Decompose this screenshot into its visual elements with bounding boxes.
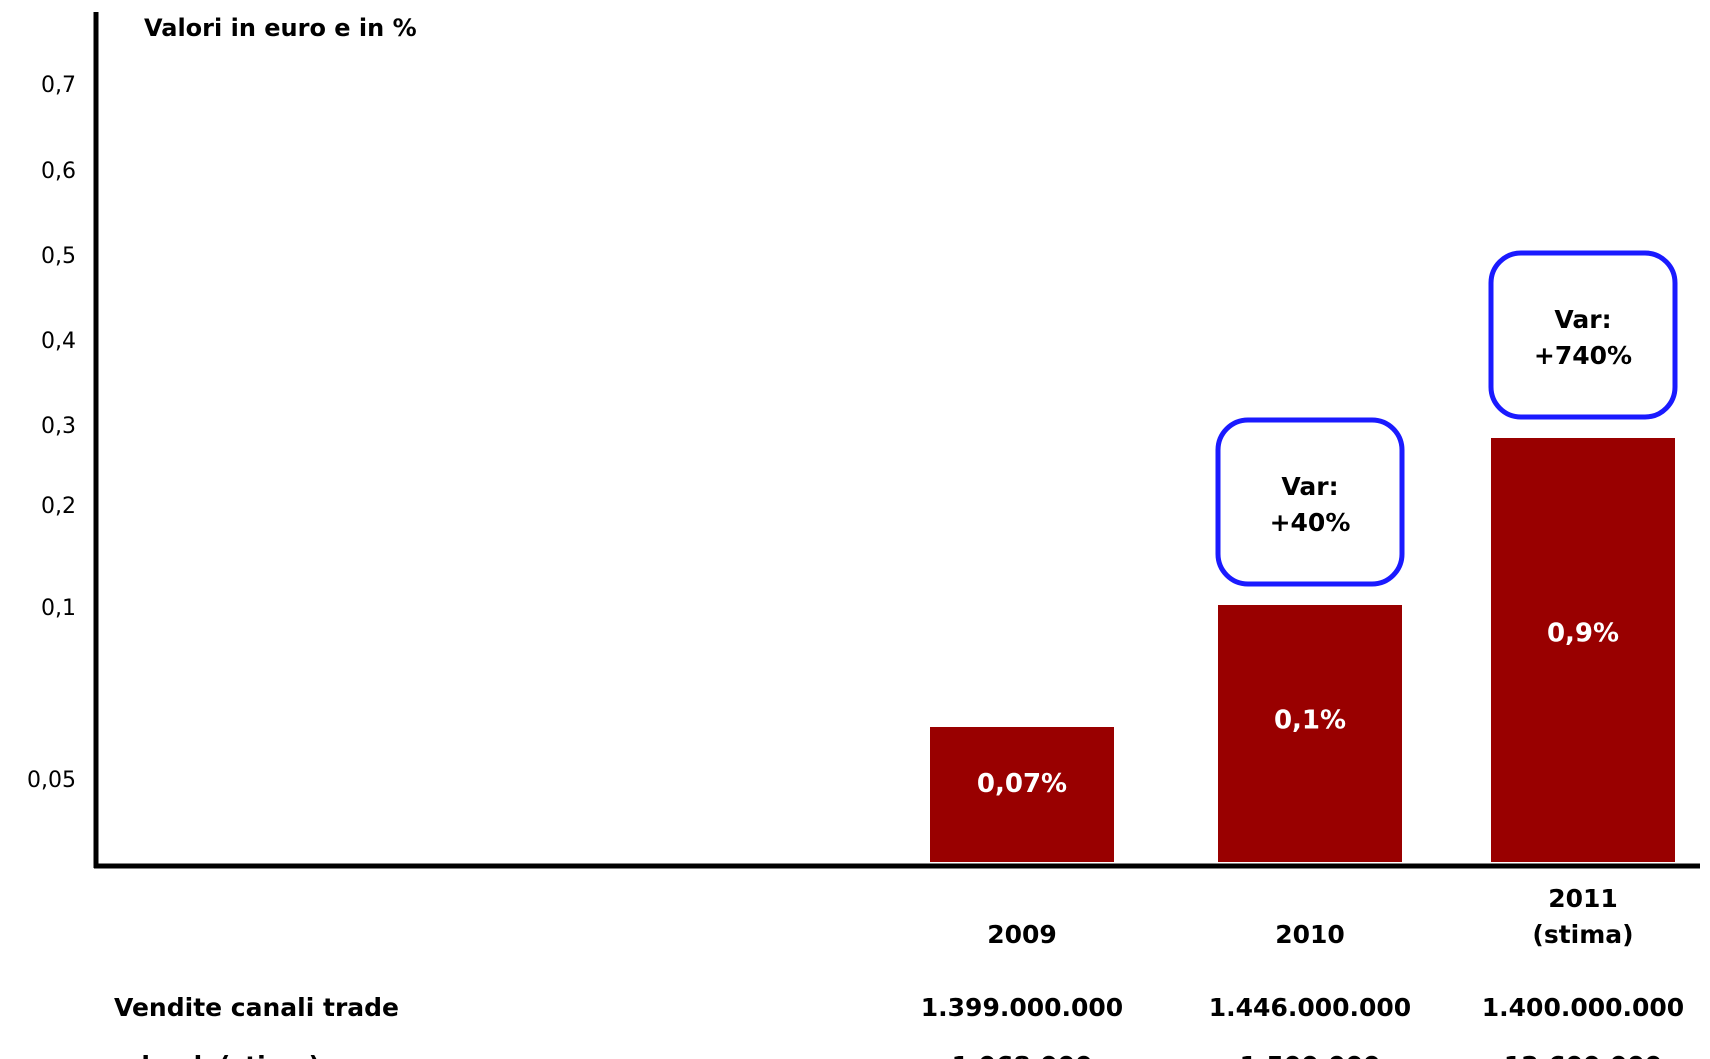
- table-cell: 1.399.000.000: [921, 993, 1123, 1022]
- bar-value-label: 0,07%: [977, 769, 1067, 799]
- x-tick-label: 2009: [987, 920, 1057, 949]
- table-cell: 1.500.000: [1240, 1051, 1381, 1059]
- table-row-label: Vendite canali trade: [114, 993, 399, 1022]
- y-tick-label: 0,5: [41, 244, 76, 269]
- bar: [1218, 605, 1402, 862]
- y-tick-label: 0,7: [41, 73, 76, 98]
- callouts: Var: +40% Var: +740%: [1215, 250, 1678, 587]
- callout-text: +40%: [1270, 508, 1351, 537]
- bar-value-label: 0,1%: [1274, 705, 1346, 735]
- y-tick-label: 0,2: [41, 494, 76, 519]
- y-tick-labels: 0,7 0,6 0,5 0,4 0,3 0,2 0,1 0,05: [27, 73, 76, 793]
- x-tick-label: 2010: [1275, 920, 1345, 949]
- callout-text: Var:: [1281, 472, 1338, 501]
- table-row-label: e-book (stima): [114, 1051, 320, 1059]
- y-tick-label: 0,3: [41, 414, 76, 439]
- callout-text: Var:: [1554, 305, 1611, 334]
- y-tick-label: 0,05: [27, 768, 76, 793]
- table-cell: 1.446.000.000: [1209, 993, 1411, 1022]
- bar-value-label: 0,9%: [1547, 619, 1619, 649]
- y-tick-label: 0,6: [41, 159, 76, 184]
- table-cell: 12.600.000: [1504, 1051, 1662, 1059]
- bar: [930, 727, 1114, 862]
- callout-box: [1215, 417, 1405, 587]
- bar: [1491, 438, 1675, 862]
- y-tick-label: 0,4: [41, 329, 76, 354]
- x-tick-label: (stima): [1532, 920, 1633, 949]
- x-tick-label: 2011: [1548, 884, 1618, 913]
- table-cell: 1.068.000: [952, 1051, 1093, 1059]
- table-cell: 1.400.000.000: [1482, 993, 1684, 1022]
- x-tick-labels: 2009 2010 2011 (stima): [987, 884, 1633, 949]
- callout-box: [1488, 250, 1678, 420]
- data-table: Vendite canali trade 1.399.000.000 1.446.0…: [114, 993, 1684, 1059]
- callout-text: +740%: [1534, 341, 1632, 370]
- chart-title: Valori in euro e in %: [144, 14, 417, 42]
- y-tick-label: 0,1: [41, 596, 76, 621]
- bars: 0,07% 0,1% 0,9%: [930, 438, 1675, 862]
